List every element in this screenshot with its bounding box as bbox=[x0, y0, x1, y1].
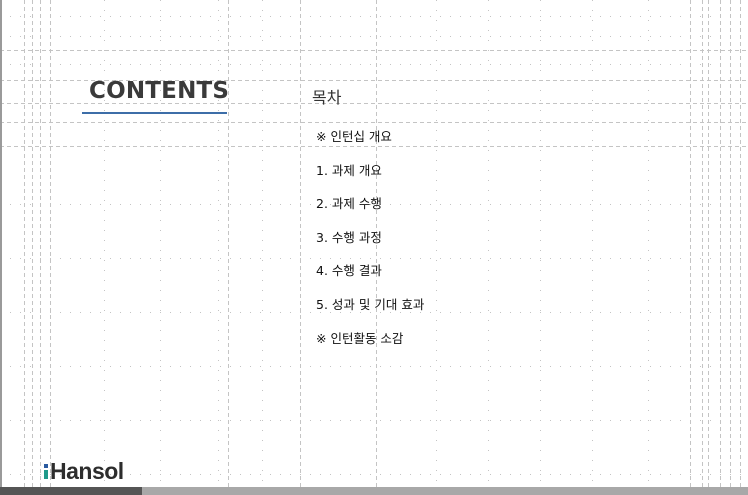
toc-item-intro: ※ 인턴십 개요 bbox=[316, 129, 392, 144]
title-underline bbox=[82, 112, 227, 114]
slide-title: CONTENTS bbox=[89, 78, 230, 104]
toc-item-1: 1. 과제 개요 bbox=[316, 162, 382, 178]
toc-item-2: 2. 과제 수행 bbox=[316, 196, 382, 212]
toc-item-4: 4. 수행 결과 bbox=[316, 263, 382, 279]
toc-item-review: ※ 인턴활동 소감 bbox=[316, 330, 404, 346]
toc-item-3: 3. 수행 과정 bbox=[316, 229, 382, 245]
footer-bar-dark bbox=[0, 487, 142, 495]
slide-left-border bbox=[0, 0, 2, 487]
hansol-logo-icon bbox=[44, 463, 48, 479]
hansol-logo-text: Hansol bbox=[50, 457, 124, 484]
table-of-contents: ※ 인턴십 개요 1. 과제 개요 2. 과제 수행 3. 수행 과정 4. 수… bbox=[316, 127, 424, 362]
toc-item-5: 5. 성과 및 기대 효과 bbox=[316, 296, 425, 312]
hansol-logo: Hansol bbox=[44, 457, 124, 485]
footer-bar-light bbox=[142, 487, 748, 495]
slide-subtitle: 목차 bbox=[312, 88, 342, 107]
